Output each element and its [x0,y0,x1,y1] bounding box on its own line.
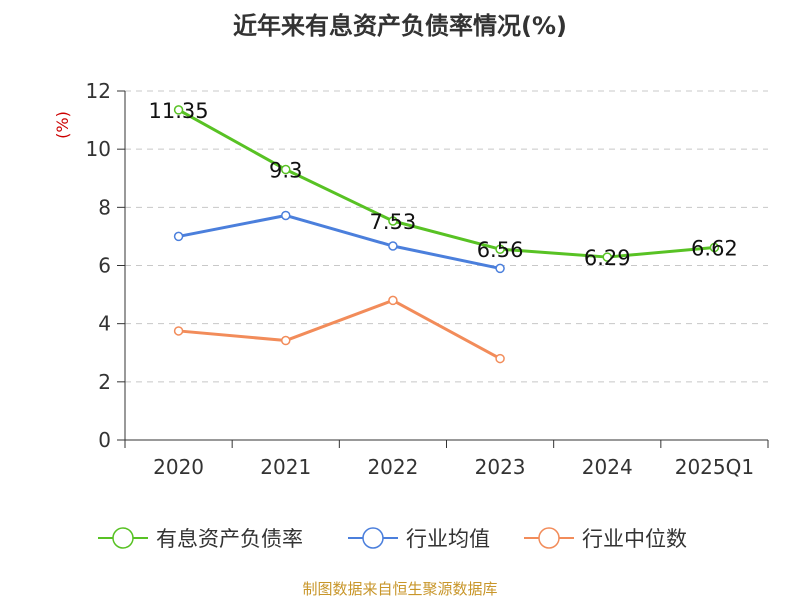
y-tick-label: 8 [98,195,111,219]
data-label: 6.62 [691,236,738,260]
legend-item[interactable]: 有息资产负债率 [98,527,303,551]
data-point[interactable] [173,231,184,242]
legend-marker [538,527,560,549]
data-point[interactable] [495,263,505,274]
x-tick-label: 2021 [260,455,311,479]
series-line [178,213,501,270]
data-label: 6.56 [477,238,524,262]
x-tick-label: 2020 [153,455,204,479]
y-tick-label: 2 [98,370,111,394]
axes: 0 2 4 6 8 10 12 2020 2021 2022 2023 2024 2025Q1 [86,79,769,479]
data-label: 11.35 [149,99,209,123]
series-line [178,298,501,360]
legend-item[interactable]: 行业均值 [348,527,490,551]
y-tick-label: 10 [86,137,111,161]
data-point[interactable] [173,105,184,115]
series-lines [173,105,720,364]
series-line [177,108,715,259]
data-point[interactable] [281,335,291,346]
legend-label: 行业中位数 [582,527,687,551]
data-label: 6.29 [584,246,631,270]
legend[interactable]: 有息资产负债率 行业均值 行业中位数 [98,527,687,551]
legend-item[interactable]: 行业中位数 [524,527,687,551]
x-tick-label: 2025Q1 [675,455,754,479]
data-point[interactable] [173,326,184,336]
y-tick-label: 6 [98,254,111,278]
data-point[interactable] [602,252,612,262]
y-tick-label: 4 [98,312,111,336]
legend-marker [362,527,384,549]
data-point[interactable] [388,295,398,306]
grid-lines [125,90,768,383]
data-point[interactable] [709,242,720,253]
data-label: 7.53 [370,210,417,234]
legend-label: 有息资产负债率 [156,527,303,551]
x-tick-label: 2024 [582,455,633,479]
data-label: 9.3 [269,159,302,183]
chart-title: 近年来有息资产负债率情况(%) [233,12,567,40]
y-axis-label: (%) [53,111,72,139]
data-point[interactable] [281,210,291,221]
data-point[interactable] [495,353,505,364]
legend-label: 行业均值 [406,527,490,551]
data-point[interactable] [388,216,398,226]
source-note: 制图数据来自恒生聚源数据库 [302,580,498,598]
legend-marker [112,527,134,549]
data-point[interactable] [388,241,398,251]
x-tick-label: 2023 [475,455,526,479]
y-tick-label: 12 [86,79,111,103]
data-point[interactable] [495,244,505,254]
data-labels: 11.35 9.3 7.53 6.56 6.29 6.62 [149,99,738,270]
y-tick-label: 0 [98,428,111,452]
x-tick-label: 2022 [367,455,418,479]
data-point[interactable] [281,164,291,175]
